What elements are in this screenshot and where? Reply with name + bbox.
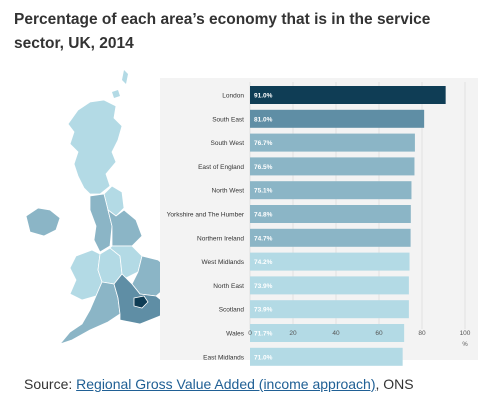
x-tick-label: 20: [289, 330, 297, 337]
category-label: East Midlands: [203, 354, 245, 361]
map-region-yorkshire: [107, 209, 143, 247]
bar-value-label: 74.8%: [254, 212, 273, 219]
category-label: Northern Ireland: [197, 235, 244, 242]
uk-regions-map: [25, 70, 171, 345]
category-label: Yorkshire and The Humber: [167, 212, 245, 219]
x-tick-label: 80: [418, 330, 426, 337]
x-axis-ticks: 0 20 40 60 80 100: [248, 330, 471, 337]
category-labels: London South East South West East of Englan…: [167, 93, 245, 362]
bar: [250, 228, 411, 247]
source-suffix: , ONS: [375, 376, 414, 392]
bar-value-label: 71.0%: [254, 354, 273, 361]
bar: [250, 109, 425, 128]
map-region-scotland: [67, 99, 123, 195]
source-prefix: Source:: [24, 376, 77, 392]
map-region-north-west: [89, 193, 113, 253]
source-link[interactable]: Regional Gross Value Added (income appro…: [76, 376, 376, 392]
bar: [250, 181, 412, 200]
bar-value-label: 75.1%: [254, 188, 273, 195]
bar: [250, 157, 415, 176]
category-label: South West: [211, 140, 245, 147]
map-islands-orkney: [112, 90, 120, 98]
x-tick-label: 0: [248, 330, 252, 337]
bar: [250, 133, 415, 152]
bar-value-label: 76.7%: [254, 140, 273, 147]
category-label: South East: [212, 116, 244, 123]
category-label: West Midlands: [201, 259, 244, 266]
category-label: Wales: [226, 331, 245, 338]
bar-value-label: 73.9%: [254, 283, 273, 290]
map-islands-shetland: [122, 70, 128, 84]
category-label: Scotland: [219, 307, 245, 314]
bar: [250, 347, 403, 366]
category-label: London: [222, 93, 244, 100]
category-label: East of England: [198, 164, 244, 171]
bar-value-label: 76.5%: [254, 164, 273, 171]
bar: [250, 324, 405, 342]
category-label: North East: [213, 283, 244, 290]
map-region-northern-ireland: [25, 207, 61, 237]
bar-value-label: 71.7%: [254, 331, 273, 338]
bar: [250, 86, 446, 104]
bar-value-label: 91.0%: [254, 93, 273, 100]
bar-value-label: 81.0%: [254, 116, 273, 123]
bar-value-label: 74.2%: [254, 259, 273, 266]
source-line: Source: Regional Gross Value Added (inco…: [24, 376, 414, 392]
chart-title: Percentage of each area’s economy that i…: [14, 11, 431, 52]
x-tick-label: 60: [375, 330, 383, 337]
map-region-london: [133, 295, 149, 309]
bars: 91.0% 81.0% 76.7% 76.5% 75.1% 74.8% 74.7% 74.2%…: [250, 86, 446, 366]
x-tick-label: 40: [332, 330, 340, 337]
x-axis-unit-label: %: [462, 342, 468, 348]
category-label: North West: [212, 188, 245, 195]
bar: [250, 300, 409, 319]
bar: [250, 276, 409, 295]
x-tick-label: 100: [460, 330, 471, 337]
bar: [250, 252, 410, 271]
bar-value-label: 73.9%: [254, 307, 273, 314]
bar: [250, 205, 411, 223]
bar-value-label: 74.7%: [254, 235, 273, 242]
